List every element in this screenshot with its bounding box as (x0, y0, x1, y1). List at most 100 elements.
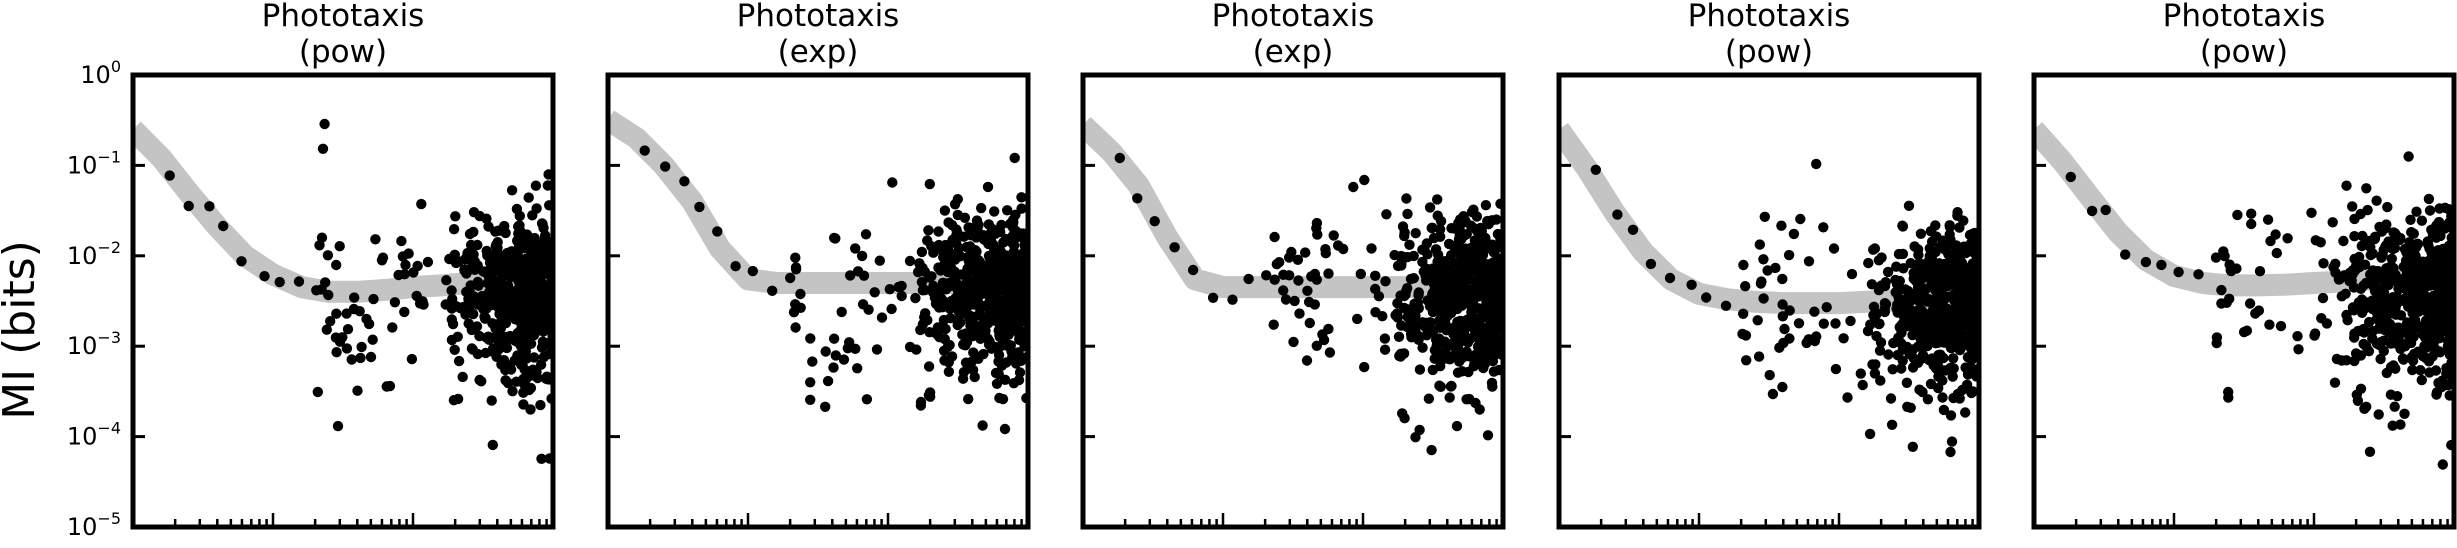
data-point (923, 390, 935, 401)
data-point (1896, 363, 1907, 374)
data-point (493, 255, 505, 266)
data-point (1924, 243, 1936, 254)
data-point (1945, 410, 1957, 421)
data-point (384, 380, 396, 392)
data-point (1490, 291, 1502, 302)
data-point (1863, 257, 1874, 269)
data-point (1947, 371, 1958, 382)
data-point (1404, 239, 1415, 250)
data-point (1419, 245, 1430, 256)
data-point (1487, 239, 1498, 250)
data-point (1458, 328, 1470, 339)
data-point (1377, 311, 1388, 322)
data-point (1741, 355, 1752, 366)
data-point (820, 346, 831, 357)
data-point (482, 250, 493, 261)
data-point (535, 399, 546, 411)
data-point (928, 247, 939, 258)
data-point (1323, 268, 1334, 279)
data-point (274, 276, 285, 288)
data-point (1908, 353, 1919, 364)
data-point (469, 264, 480, 275)
data-point (967, 249, 978, 260)
data-point (1370, 283, 1381, 295)
data-point (464, 285, 475, 296)
data-point (1430, 334, 1442, 345)
data-point (341, 343, 353, 354)
data-point (1937, 392, 1948, 403)
data-point (958, 339, 970, 350)
data-point (917, 285, 929, 296)
data-point (493, 338, 505, 349)
data-point (411, 290, 422, 302)
data-point (1461, 394, 1472, 405)
data-point (334, 336, 346, 347)
data-point (946, 219, 958, 231)
data-point (1897, 220, 1908, 231)
data-point (2210, 252, 2222, 263)
data-point (1912, 305, 1923, 317)
data-point (1869, 368, 1881, 379)
data-point (1450, 322, 1462, 334)
data-point (1898, 263, 1909, 274)
data-point (540, 262, 551, 273)
data-point (2316, 313, 2327, 324)
data-point (1937, 290, 1948, 301)
data-point (466, 324, 477, 336)
data-point (2224, 259, 2235, 270)
data-point (1471, 226, 1483, 237)
data-point (887, 177, 898, 188)
data-point (1466, 253, 1477, 264)
plot-frame (130, 72, 556, 530)
data-point (538, 326, 549, 337)
data-point (1686, 279, 1697, 290)
data-point (2408, 228, 2419, 239)
data-point (1896, 299, 1907, 310)
panel: Phototaxis(pow) (130, 0, 556, 530)
data-point (1482, 215, 1493, 227)
data-point (976, 202, 987, 214)
data-point (1930, 220, 1941, 231)
data-point (1612, 209, 1623, 220)
data-point (2271, 247, 2282, 259)
data-point (1922, 394, 1934, 405)
panel-title: Phototaxis (737, 0, 900, 34)
data-point (679, 176, 690, 187)
data-point (1966, 321, 1977, 332)
data-point (1397, 408, 1408, 419)
data-point (1425, 295, 1437, 307)
data-point (368, 293, 379, 305)
data-point (2398, 261, 2409, 272)
data-point (1966, 387, 1977, 399)
data-point (1439, 353, 1451, 364)
data-point (517, 296, 528, 307)
data-point (1664, 272, 1676, 284)
data-point (1883, 349, 1894, 360)
data-point (1907, 362, 1919, 373)
data-point (1278, 285, 1289, 296)
data-point (1289, 295, 1300, 307)
data-point (932, 322, 943, 333)
data-point (506, 286, 517, 297)
data-point (1492, 254, 1503, 265)
data-point (541, 290, 552, 301)
data-point (2336, 291, 2347, 302)
data-point (2264, 319, 2275, 330)
data-point (939, 355, 950, 366)
data-point (1451, 420, 1463, 432)
data-point (1460, 215, 1471, 226)
data-point (965, 320, 976, 331)
data-point (785, 272, 796, 284)
data-point (886, 303, 897, 315)
data-point (1913, 258, 1924, 269)
panel-title: Phototaxis (1688, 0, 1851, 34)
data-point (1402, 208, 1413, 220)
data-point (2424, 367, 2435, 378)
data-point (1395, 250, 1407, 262)
data-point (1473, 263, 1484, 274)
data-point (323, 289, 334, 301)
data-point (1945, 446, 1956, 458)
data-point (871, 344, 883, 355)
data-point (2341, 180, 2352, 191)
data-point (499, 357, 510, 368)
